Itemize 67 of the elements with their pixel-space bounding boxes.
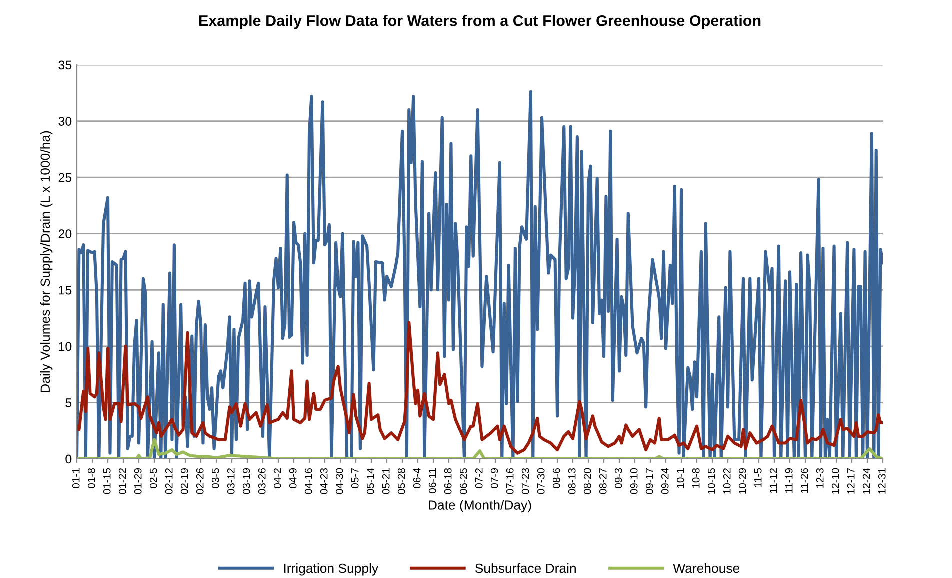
x-tick-label: 06-11 xyxy=(428,468,436,494)
x-tick-label: 08-6 xyxy=(552,468,560,488)
x-tick-label: 12-31 xyxy=(878,468,886,494)
x-tick-label: 02-19 xyxy=(180,468,188,494)
legend-label: Irrigation Supply xyxy=(284,563,379,576)
x-tick-label: 07-30 xyxy=(537,468,545,494)
x-tick-label: 01-8 xyxy=(88,468,96,488)
x-tick-label: 08-27 xyxy=(599,468,607,494)
legend-label: Subsurface Drain xyxy=(475,563,576,574)
x-tick-label: 02-26 xyxy=(196,468,204,494)
x-tick-label: 09-3 xyxy=(614,468,622,488)
x-tick-label: 10-8 xyxy=(692,468,700,488)
chart-title: Example Daily Flow Data for Waters from a Cut Flower Greenhouse Operation xyxy=(199,15,761,30)
x-tick-label: 04-30 xyxy=(336,468,344,494)
x-tick-label: 10-22 xyxy=(723,468,731,494)
x-tick-label: 06-18 xyxy=(444,468,452,494)
x-tick-label: 01-1 xyxy=(72,468,80,488)
x-tick-label: 05-7 xyxy=(351,468,359,488)
x-tick-label: 07-9 xyxy=(490,468,498,488)
x-tick-label: 02-5 xyxy=(150,468,158,488)
x-tick-label: 12-24 xyxy=(862,468,870,494)
x-tick-label: 08-13 xyxy=(568,468,576,494)
x-tick-label: 02-12 xyxy=(165,468,173,494)
x-tick-label: 10-15 xyxy=(708,468,716,494)
x-tick-label: 12-3 xyxy=(816,468,824,488)
x-tick-label: 11-19 xyxy=(785,468,793,494)
x-tick-label: 04-2 xyxy=(274,468,282,488)
y-tick-label: 5 xyxy=(66,398,72,408)
x-tick-label: 09-24 xyxy=(661,468,669,494)
x-tick-label: 11-12 xyxy=(770,468,778,494)
y-tick-label: 10 xyxy=(59,342,72,352)
x-tick-label: 07-16 xyxy=(506,468,514,494)
y-tick-label: 25 xyxy=(58,173,72,182)
x-tick-label: 10-29 xyxy=(738,468,746,494)
y-tick-label: 30 xyxy=(58,117,72,126)
x-tick-label: 04-9 xyxy=(289,468,297,488)
y-tick-label: 15 xyxy=(59,286,72,295)
x-tick-label: 06-4 xyxy=(413,468,421,488)
x-tick-label: 03-26 xyxy=(258,468,266,494)
x-axis-title: Date (Month/Day) xyxy=(429,500,532,513)
x-tick-label: 04-23 xyxy=(320,468,328,494)
x-tick-label: 10-1 xyxy=(676,468,684,488)
x-tick-label: 09-17 xyxy=(646,468,654,494)
x-tick-label: 04-16 xyxy=(304,468,312,494)
y-tick-label: 0 xyxy=(66,454,72,464)
x-tick-label: 07-23 xyxy=(522,468,530,494)
x-tick-label: 03-12 xyxy=(227,468,235,494)
x-tick-label: 12-17 xyxy=(847,468,855,494)
x-tick-label: 12-10 xyxy=(832,468,840,494)
x-tick-label: 03-19 xyxy=(242,468,250,494)
x-tick-label: 07-2 xyxy=(475,468,483,488)
x-tick-label: 11-26 xyxy=(800,468,808,494)
x-tick-label: 01-29 xyxy=(134,468,142,494)
legend-label: Warehouse xyxy=(673,563,740,574)
y-tick-label: 35 xyxy=(58,60,72,70)
x-tick-label: 06-25 xyxy=(460,468,468,494)
x-tick-label: 05-21 xyxy=(382,468,390,494)
x-tick-label: 05-14 xyxy=(366,468,374,494)
x-tick-label: 01-15 xyxy=(103,468,111,494)
x-tick-label: 05-28 xyxy=(398,468,406,494)
x-tick-label: 09-10 xyxy=(630,468,638,494)
x-tick-label: 08-20 xyxy=(584,468,592,494)
x-tick-label: 03-5 xyxy=(212,468,220,488)
y-tick-label: 20 xyxy=(58,230,72,239)
y-axis-title: Daily Volumes for Supply/Drain (L x 1000/ha) xyxy=(40,131,53,392)
x-tick-label: 01-22 xyxy=(118,468,126,494)
x-tick-label: 11-5 xyxy=(754,468,762,488)
